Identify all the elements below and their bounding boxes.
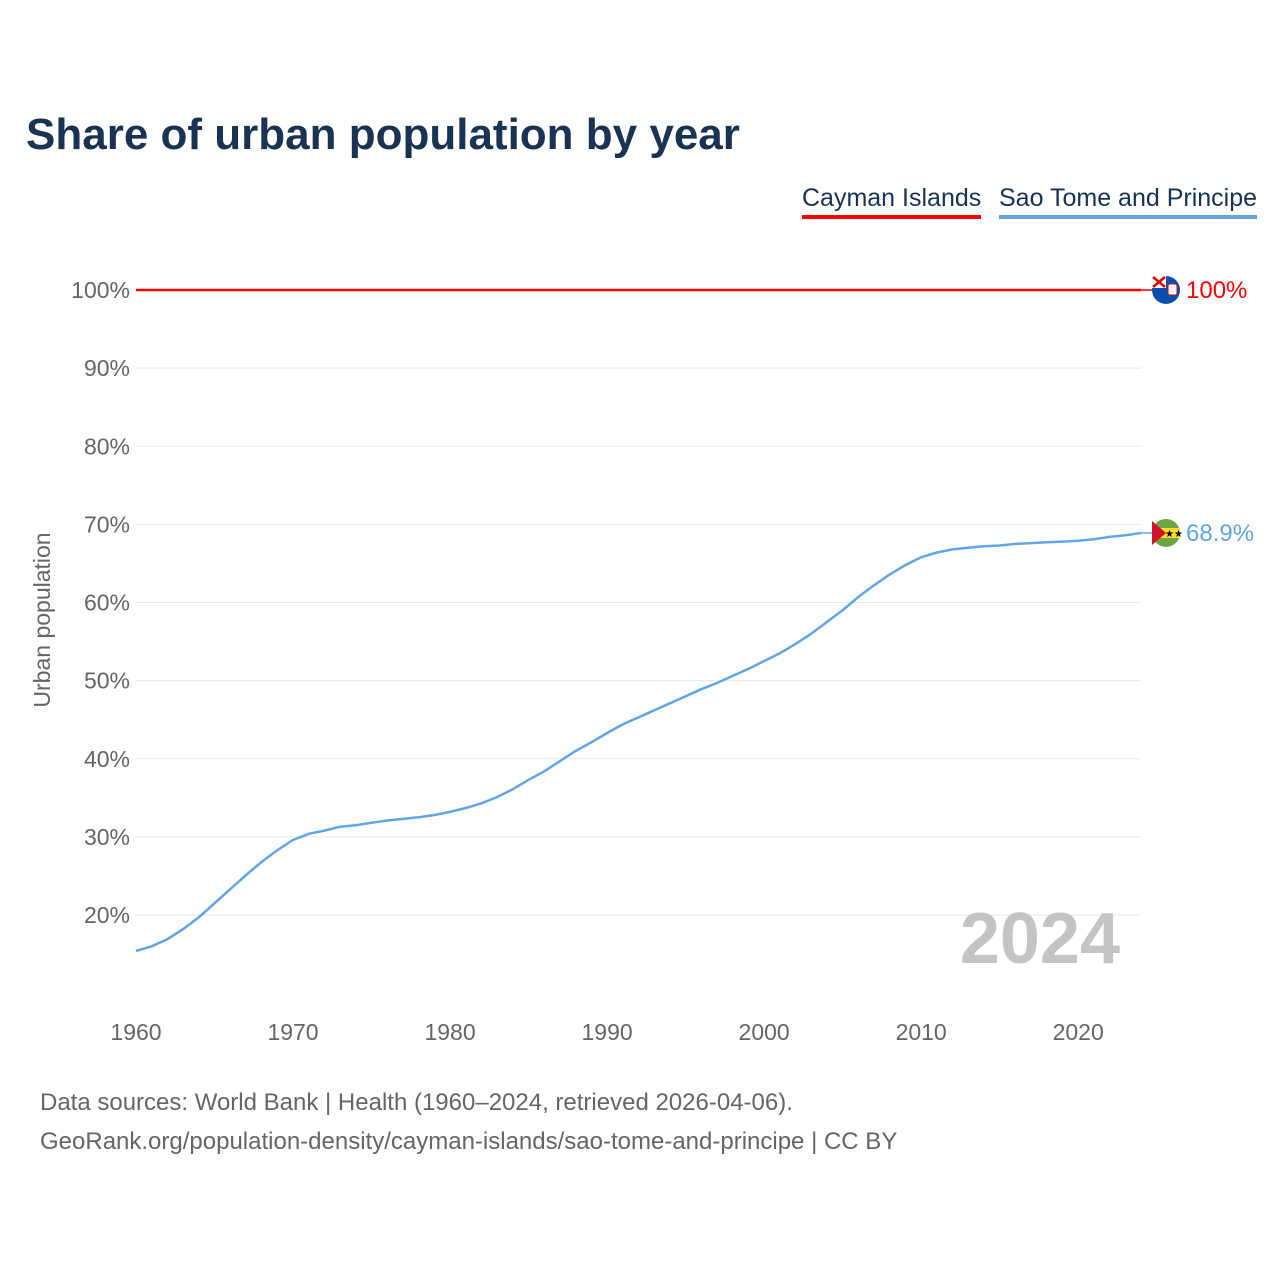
y-tick-label: 70% bbox=[84, 511, 130, 537]
source-link[interactable]: GeoRank.org/population-density/cayman-is… bbox=[40, 1128, 898, 1155]
end-value-label: 100% bbox=[1186, 277, 1247, 304]
flag-shield bbox=[1167, 283, 1178, 296]
y-tick-label: 40% bbox=[84, 746, 130, 772]
source-text: Data sources: World Bank | Health (1960–… bbox=[40, 1089, 793, 1116]
y-tick-label: 100% bbox=[71, 277, 130, 303]
x-tick-label: 1960 bbox=[110, 1019, 161, 1045]
end-value-label: 68.9% bbox=[1186, 520, 1254, 547]
y-tick-label: 30% bbox=[84, 824, 130, 850]
y-tick-label: 50% bbox=[84, 668, 130, 694]
x-tick-label: 2000 bbox=[739, 1019, 790, 1045]
flag-cross bbox=[1152, 276, 1166, 288]
cayman-islands-flag-icon bbox=[1152, 276, 1180, 304]
x-tick-label: 1990 bbox=[582, 1019, 633, 1045]
flag-stars: ★★ bbox=[1165, 529, 1183, 540]
y-tick-label: 20% bbox=[84, 902, 130, 928]
x-tick-label: 2010 bbox=[896, 1019, 947, 1045]
y-tick-label: 60% bbox=[84, 590, 130, 616]
y-tick-label: 80% bbox=[84, 433, 130, 459]
y-axis-label: Urban population bbox=[29, 532, 55, 707]
sao-tome-flag-icon: ★★ bbox=[1152, 518, 1183, 547]
x-tick-label: 1980 bbox=[424, 1019, 475, 1045]
legend-sao-tome-and-principe[interactable]: Sao Tome and Principe bbox=[999, 184, 1258, 219]
y-tick-label: 90% bbox=[84, 355, 130, 381]
x-tick-label: 1970 bbox=[267, 1019, 318, 1045]
flag-triangle bbox=[1152, 520, 1166, 545]
year-watermark: 2024 bbox=[960, 899, 1120, 979]
series-line-1 bbox=[135, 531, 1142, 953]
legend-cayman-islands[interactable]: Cayman Islands bbox=[802, 184, 982, 219]
x-tick-label: 2020 bbox=[1053, 1019, 1104, 1045]
chart-title: Share of urban population by year bbox=[26, 110, 740, 159]
